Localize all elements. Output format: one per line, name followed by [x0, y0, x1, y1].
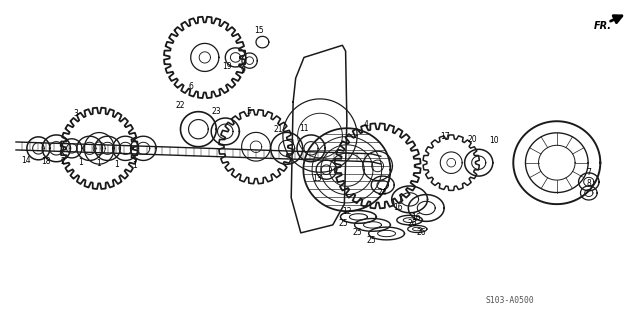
Text: 13: 13	[312, 174, 323, 182]
Text: 1: 1	[132, 161, 137, 170]
Text: FR.: FR.	[594, 20, 612, 31]
Text: 25: 25	[366, 236, 376, 245]
Text: 7: 7	[586, 168, 591, 177]
Text: 6: 6	[188, 82, 193, 91]
Text: 18: 18	[42, 157, 51, 166]
Text: 21: 21	[274, 125, 283, 134]
Text: 26: 26	[416, 228, 426, 237]
Text: 17: 17	[440, 132, 451, 141]
Text: 15: 15	[254, 26, 264, 35]
Text: 12: 12	[342, 207, 351, 216]
Text: 1: 1	[96, 159, 101, 168]
Text: 10: 10	[489, 137, 499, 145]
Text: 20: 20	[467, 135, 477, 144]
Text: 25: 25	[352, 228, 362, 237]
Text: 25: 25	[338, 219, 348, 228]
Text: 3: 3	[73, 109, 78, 118]
Text: 16: 16	[393, 204, 403, 212]
Text: 16: 16	[411, 213, 421, 222]
Text: 1: 1	[114, 160, 119, 169]
Text: 22: 22	[176, 101, 185, 110]
Text: 11: 11	[300, 124, 308, 133]
Text: 19: 19	[222, 62, 232, 70]
Text: 23: 23	[211, 107, 221, 115]
Text: 4: 4	[364, 120, 369, 129]
Text: 8: 8	[586, 179, 591, 188]
Text: 26: 26	[408, 219, 418, 228]
Text: 24: 24	[378, 188, 388, 197]
Text: 14: 14	[20, 156, 31, 165]
Text: 5: 5	[246, 107, 251, 115]
Text: 2: 2	[60, 157, 65, 166]
Text: 9: 9	[241, 66, 246, 75]
Text: S103-A0500: S103-A0500	[485, 296, 534, 305]
Text: 1: 1	[78, 158, 83, 167]
